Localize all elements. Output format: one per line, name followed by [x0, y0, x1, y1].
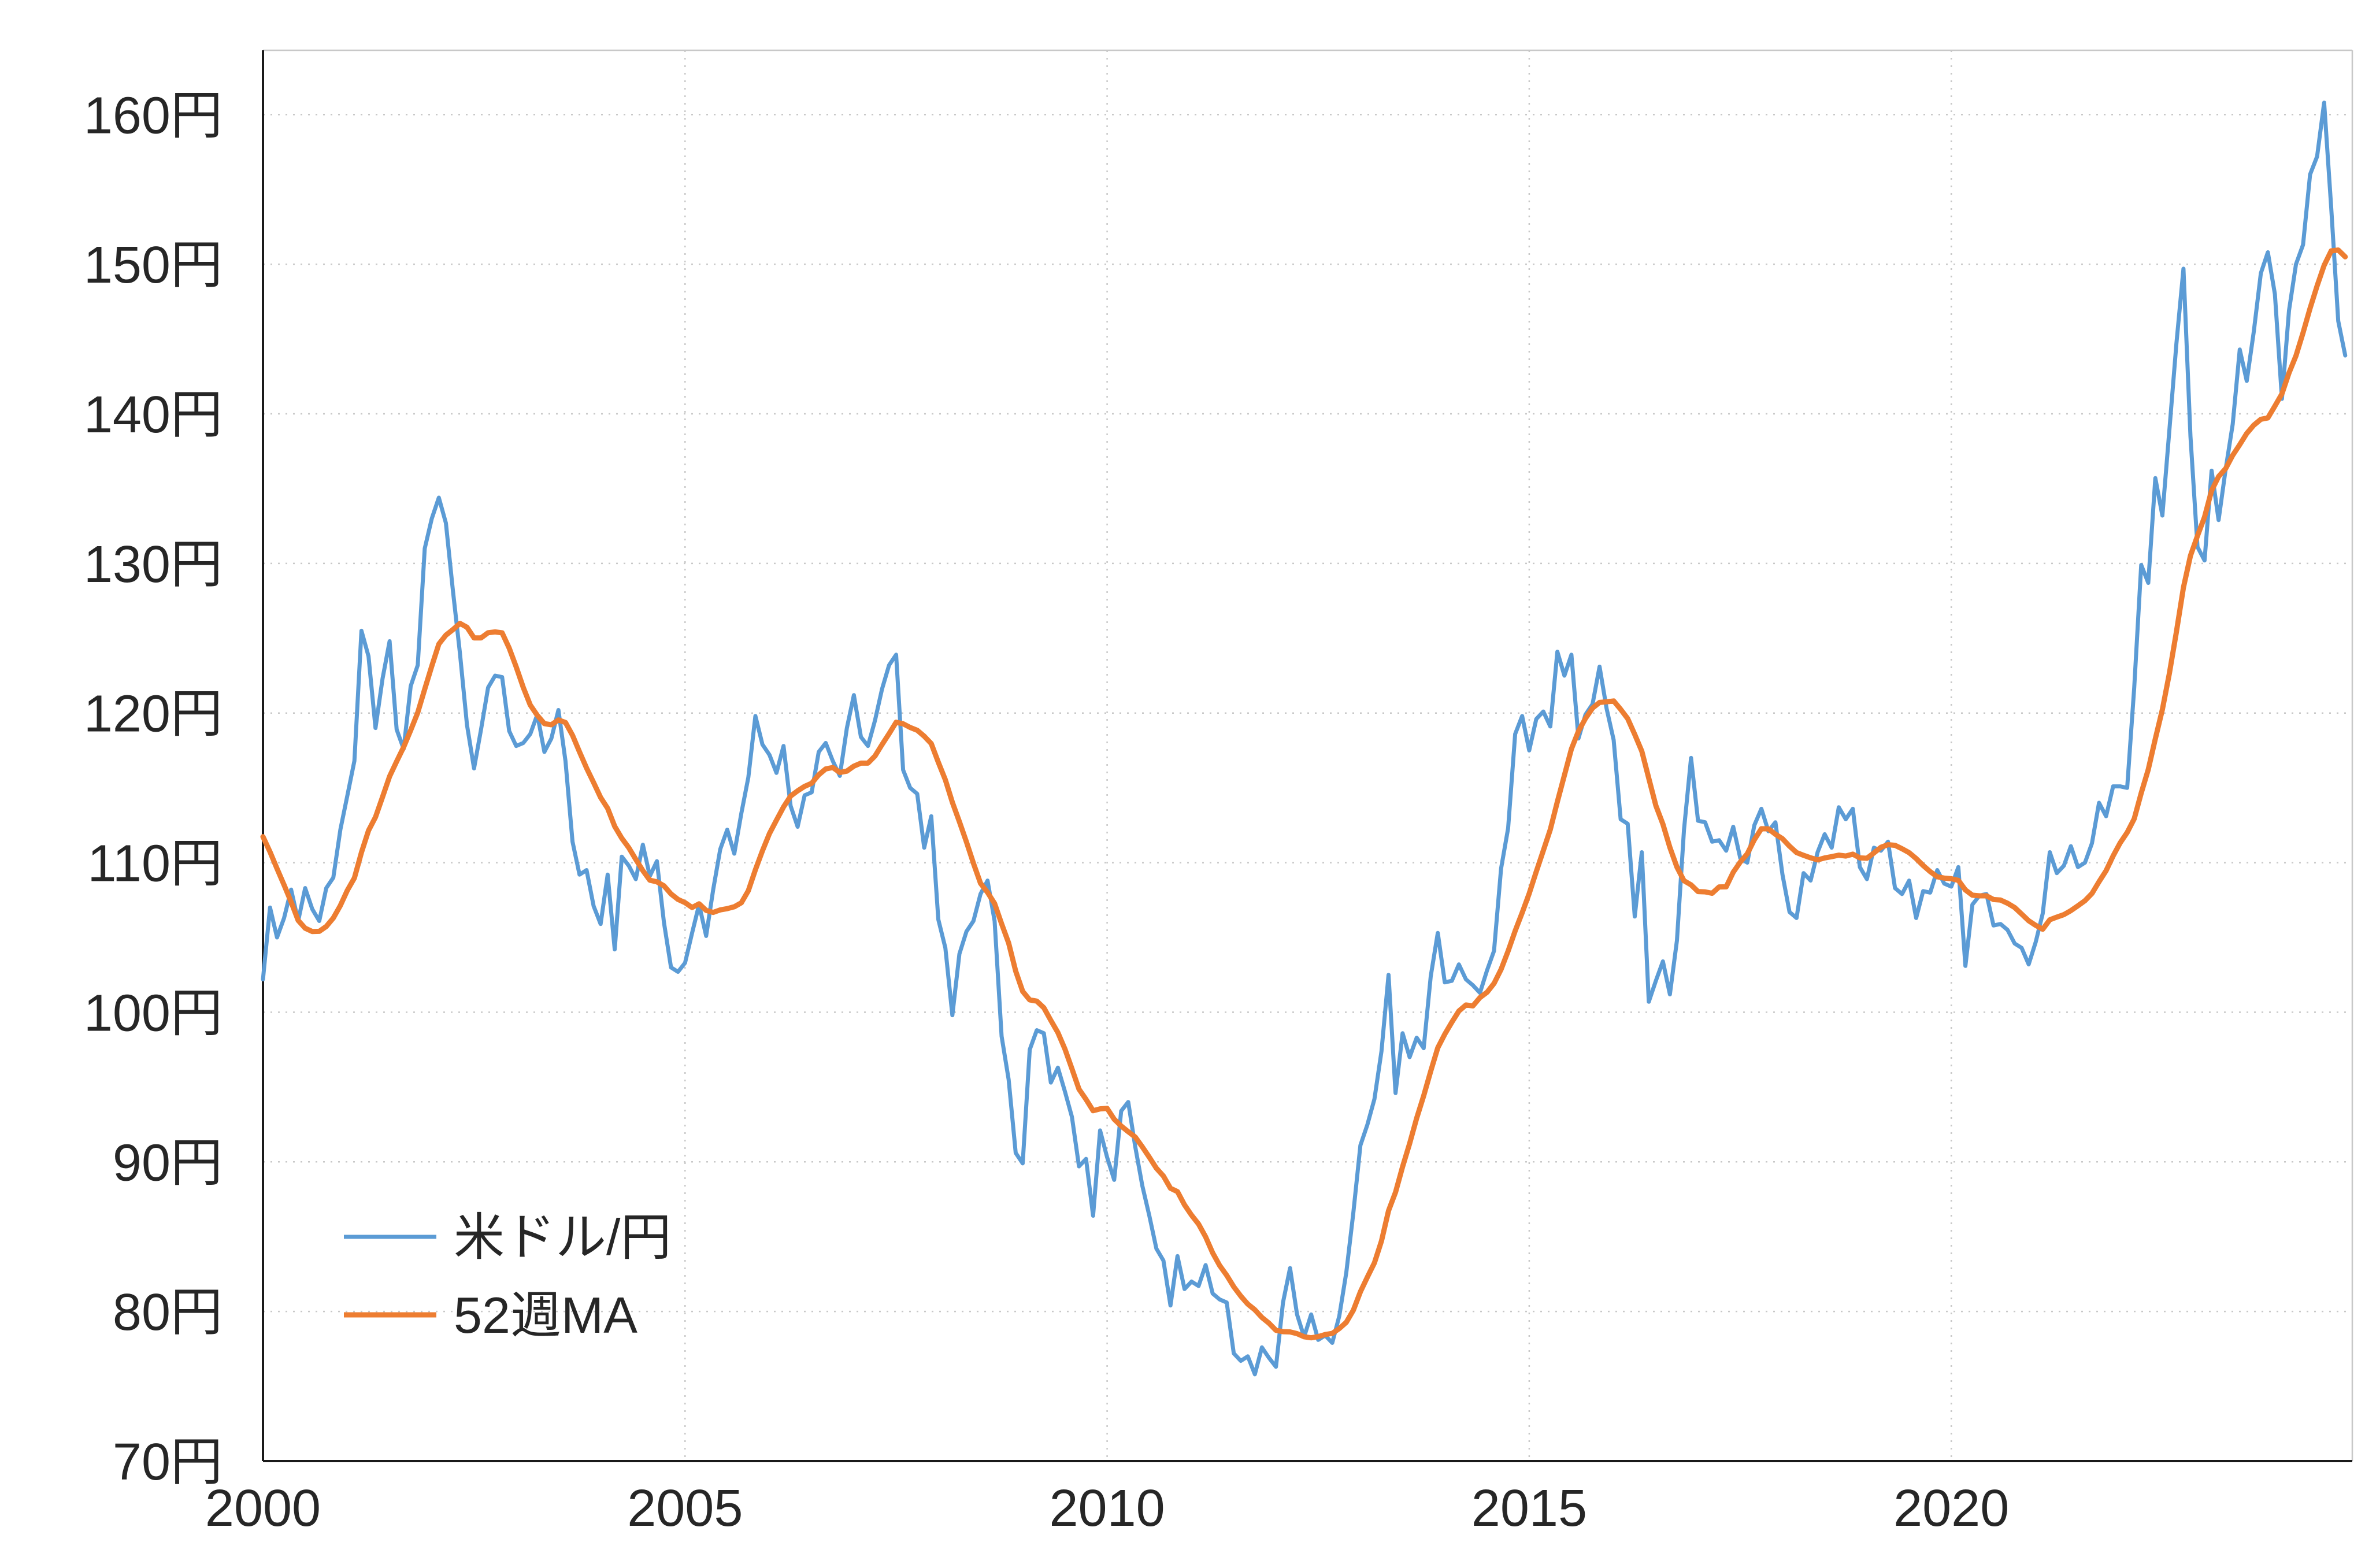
- gridlines: [263, 50, 2352, 1461]
- x-tick-label: 2015: [1471, 1480, 1587, 1537]
- axes: [262, 50, 2352, 1462]
- x-tick-label: 2000: [205, 1480, 321, 1537]
- y-tick-label: 120円: [84, 685, 223, 743]
- series-ma-line: [260, 247, 2348, 1341]
- y-tick-label: 80円: [113, 1284, 223, 1341]
- y-tick-label: 150円: [84, 236, 223, 294]
- y-tick-label: 100円: [84, 984, 223, 1042]
- x-axis-labels: 2000 2005 2010 2015 2020: [205, 1480, 2009, 1537]
- y-tick-label: 140円: [84, 386, 223, 444]
- legend: 米ドル/円 52週MA: [344, 1209, 671, 1344]
- x-tick-label: 2020: [1893, 1480, 2009, 1537]
- legend-ma-label: 52週MA: [454, 1287, 637, 1344]
- y-tick-label: 90円: [113, 1134, 223, 1192]
- legend-usdjpy-label: 米ドル/円: [454, 1209, 671, 1266]
- y-tick-label: 110円: [88, 835, 223, 893]
- y-axis-labels: 70円 80円 90円 100円 110円 120円 130円 140円 150円 160円: [84, 87, 223, 1491]
- y-tick-label: 130円: [84, 536, 223, 594]
- y-tick-label: 160円: [84, 87, 223, 144]
- x-tick-label: 2005: [627, 1480, 743, 1537]
- x-tick-label: 2010: [1049, 1480, 1165, 1537]
- y-tick-label: 70円: [113, 1433, 223, 1491]
- plot-border: [263, 49, 2353, 1461]
